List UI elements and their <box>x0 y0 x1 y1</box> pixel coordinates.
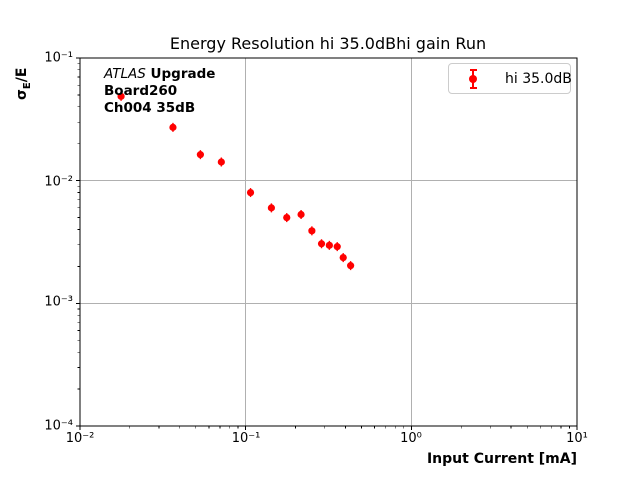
y-axis-label-rest: /E <box>14 67 30 83</box>
y-axis-label: σE/E <box>14 68 33 100</box>
chart-title: Energy Resolution hi 35.0dBhi gain Run <box>169 34 487 53</box>
data-point <box>196 151 204 159</box>
errorbar-cap-top <box>469 68 477 71</box>
errorbar-dot <box>469 74 477 83</box>
annotation-channel: Ch004 35dB <box>104 100 196 116</box>
data-point <box>317 240 326 248</box>
data-point <box>347 262 355 270</box>
annotation-atlas: ATLAS <box>104 66 146 82</box>
data-point <box>339 253 347 262</box>
axes-spines <box>79 57 578 427</box>
x-tick-label-1e-2: 10⁻² <box>65 431 95 446</box>
annotation-line-1: ATLAS Upgrade <box>104 66 215 83</box>
y-tick-label-1e-2: 10⁻² <box>44 174 73 190</box>
data-point <box>333 243 341 251</box>
errorbar-cap-bottom <box>469 86 477 89</box>
data-point <box>308 227 316 235</box>
annotation-board: Board260 <box>104 83 178 99</box>
y-axis-label-subscript: E <box>21 82 33 90</box>
x-tick-label-1e0: 10⁰ <box>400 431 422 446</box>
y-tick-label-1e-3: 10⁻³ <box>44 294 73 310</box>
legend: hi 35.0dB <box>448 63 572 94</box>
data-point <box>325 241 333 249</box>
data-point <box>283 213 291 222</box>
annotation-upgrade: Upgrade <box>145 66 216 82</box>
data-point <box>169 123 177 131</box>
data-point <box>246 188 255 197</box>
data-point <box>297 210 305 219</box>
data-point <box>217 158 225 166</box>
data-point <box>117 92 125 100</box>
errorbar-marker-icon <box>466 68 480 89</box>
legend-label: hi 35.0dB <box>505 70 572 87</box>
x-tick-label-1e1: 10¹ <box>566 431 588 446</box>
y-tick-label-1e-1: 10⁻¹ <box>44 50 73 66</box>
data-point <box>267 204 276 212</box>
y-tick-label-1e-4: 10⁻⁴ <box>44 418 73 434</box>
x-axis-label: Input Current [mA] <box>426 451 577 467</box>
x-tick-label-1e-1: 10⁻¹ <box>231 431 261 446</box>
annotation: ATLAS Upgrade Board260 Ch004 35dB <box>104 66 215 117</box>
y-axis-label-sigma: σ <box>14 89 30 100</box>
